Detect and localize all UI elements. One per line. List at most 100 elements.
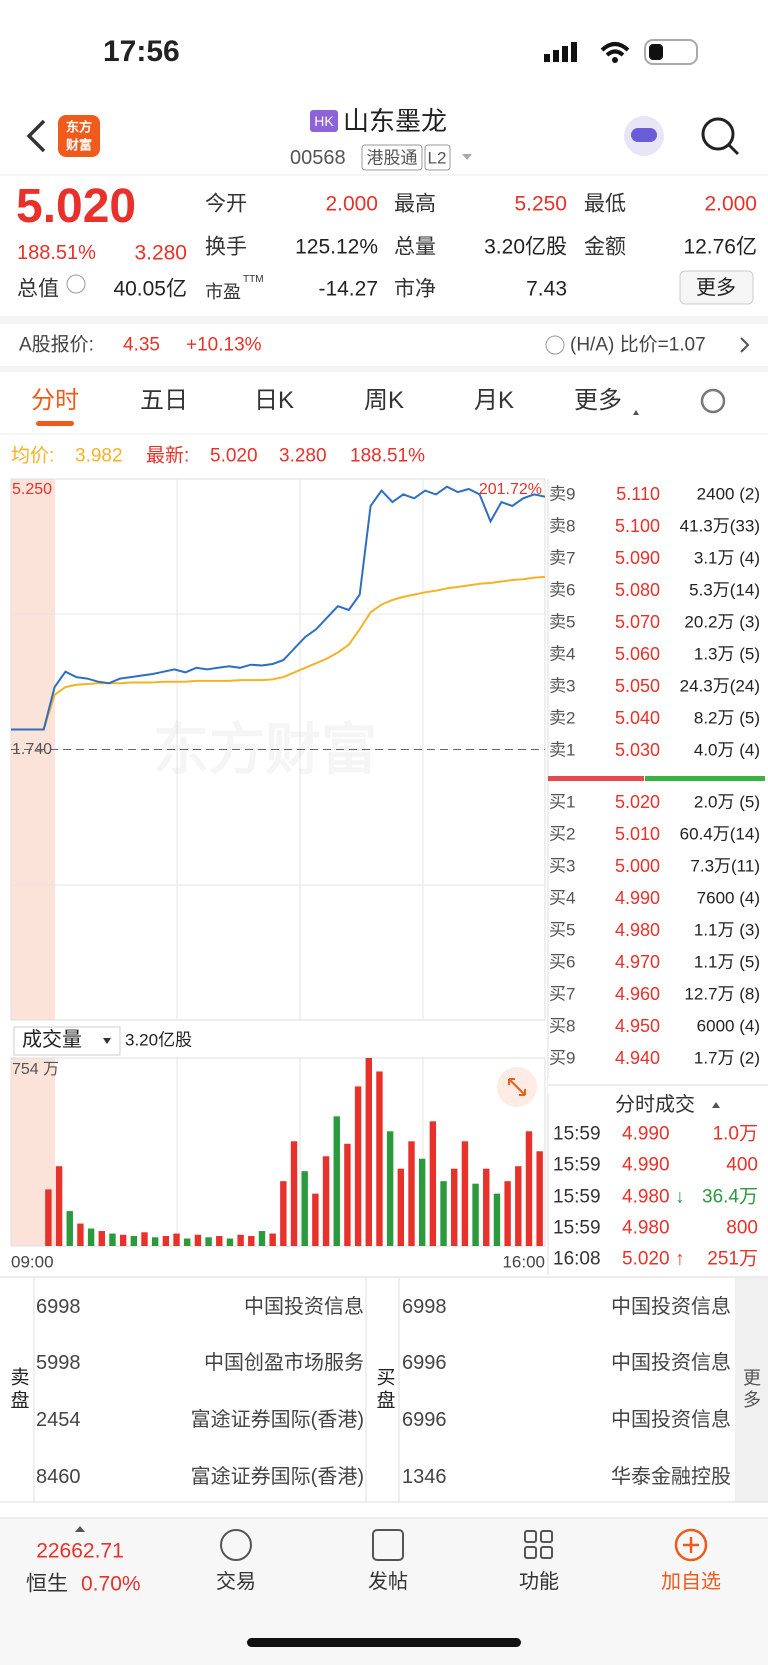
more-button[interactable]: 更多	[696, 277, 736, 299]
broker-name: 中国投资信息	[611, 1409, 731, 1431]
change-pct: 188.51%	[17, 242, 96, 264]
volume-selector[interactable]	[13, 1026, 121, 1056]
signal-icon	[544, 42, 577, 62]
tab[interactable]: 月K	[473, 387, 515, 414]
tab[interactable]: 日K	[253, 387, 295, 414]
back-button[interactable]	[26, 119, 46, 153]
broker-name: 富途证券国际(香港)	[190, 1409, 364, 1431]
broker-id: 6998	[36, 1296, 81, 1318]
tab[interactable]: 五日	[140, 387, 188, 414]
volume-bar	[269, 1233, 276, 1246]
app-logo	[58, 115, 100, 157]
more-button[interactable]	[679, 270, 754, 305]
settings-button[interactable]	[700, 388, 726, 414]
help-icon[interactable]	[545, 335, 565, 355]
volume-bar	[376, 1071, 383, 1246]
price-line	[11, 485, 546, 731]
level-price: 5.000	[614, 856, 660, 876]
tab[interactable]: 更多	[574, 387, 622, 414]
level-price: 5.070	[614, 612, 660, 632]
index-pct: 0.70%	[81, 1572, 141, 1596]
level-price: 4.970	[614, 952, 660, 972]
tab-underline	[36, 421, 74, 426]
volume-bar	[184, 1238, 191, 1246]
level-label: 买1	[549, 792, 576, 812]
tag: 港股通	[366, 148, 418, 168]
broker-id: 2454	[36, 1409, 81, 1431]
level-label: 买5	[549, 920, 576, 940]
clip-band	[548, 1078, 768, 1094]
volume-bar	[354, 1086, 362, 1246]
trade-time: 15:59	[553, 1154, 601, 1176]
add-icon[interactable]	[674, 1528, 708, 1562]
level-label: 买8	[549, 1016, 576, 1036]
avg-value: 3.982	[75, 445, 123, 467]
stat-label: 总值	[17, 277, 59, 301]
selector-caret	[103, 1038, 111, 1044]
tab[interactable]: 分时	[31, 387, 79, 414]
broker-id: 8460	[36, 1466, 81, 1488]
expand-icon	[508, 1078, 526, 1096]
trade-volume: 800	[726, 1217, 758, 1239]
broker-name: 中国创盈市场服务	[204, 1352, 364, 1374]
volume-bar	[525, 1131, 533, 1246]
y-tick-label: 5.250	[12, 481, 53, 498]
stat-value: 5.250	[514, 192, 567, 216]
trades-title: 分时成交	[615, 1094, 695, 1116]
volume-bar	[461, 1141, 469, 1246]
stat-label: 换手	[205, 235, 247, 259]
y-pct-label: 201.72%	[478, 481, 542, 498]
nav-item[interactable]: 交易	[216, 1571, 256, 1593]
level-price: 5.050	[614, 676, 660, 696]
level-volume: 1.1万 (3)	[693, 920, 760, 940]
stat-value: 125.12%	[295, 235, 378, 259]
volume-bar	[333, 1116, 340, 1246]
superscript: TTM	[243, 274, 264, 285]
add-plus	[683, 1537, 699, 1553]
volume-bar	[301, 1171, 308, 1246]
nav-item[interactable]: 加自选	[661, 1571, 721, 1593]
tab[interactable]: 周K	[363, 387, 405, 414]
stat-value: 2.000	[325, 192, 378, 216]
volume-bar	[173, 1233, 180, 1246]
level-label: 卖5	[549, 612, 576, 632]
trade-icon[interactable]	[220, 1529, 252, 1561]
nav-item[interactable]: 功能	[519, 1571, 559, 1593]
stat-label: 市净	[394, 277, 436, 301]
price-line	[11, 575, 546, 731]
broker-name: 中国投资信息	[244, 1296, 364, 1318]
volume-bar	[397, 1168, 405, 1246]
volume-bar	[226, 1238, 234, 1246]
function-icon[interactable]	[524, 1530, 553, 1559]
trade-direction: ↑	[675, 1248, 685, 1270]
level-label: 买3	[549, 856, 576, 876]
more-link[interactable]: 更多	[741, 1368, 761, 1412]
post-icon[interactable]	[372, 1529, 404, 1561]
nav-item[interactable]: 发帖	[368, 1571, 408, 1593]
stat-label: 金额	[584, 235, 626, 259]
side-label: 买盘	[373, 1367, 395, 1413]
broker-name: 中国投资信息	[611, 1296, 731, 1318]
level-volume: 5.3万(14)	[689, 580, 760, 600]
level-price: 5.080	[614, 580, 660, 600]
level-volume: 41.3万(33)	[679, 516, 760, 536]
chevron[interactable]	[740, 337, 750, 353]
more-column[interactable]	[735, 1278, 768, 1502]
level-label: 卖4	[549, 644, 576, 664]
broker-id: 1346	[402, 1466, 447, 1488]
dropdown-arrow[interactable]	[462, 154, 472, 160]
level-price: 5.100	[614, 516, 660, 536]
index-name: 恒生	[26, 1572, 68, 1596]
volume-bar	[130, 1236, 138, 1246]
search-button[interactable]	[701, 117, 735, 151]
level-price: 5.040	[614, 708, 660, 728]
level-label: 卖9	[549, 484, 576, 504]
volume-bar	[87, 1228, 95, 1246]
level-volume: 4.0万 (4)	[693, 740, 760, 760]
volume-bar	[280, 1181, 287, 1246]
volume-bar	[504, 1181, 511, 1246]
level-volume: 3.1万 (4)	[693, 548, 760, 568]
info-icon[interactable]	[66, 274, 86, 294]
